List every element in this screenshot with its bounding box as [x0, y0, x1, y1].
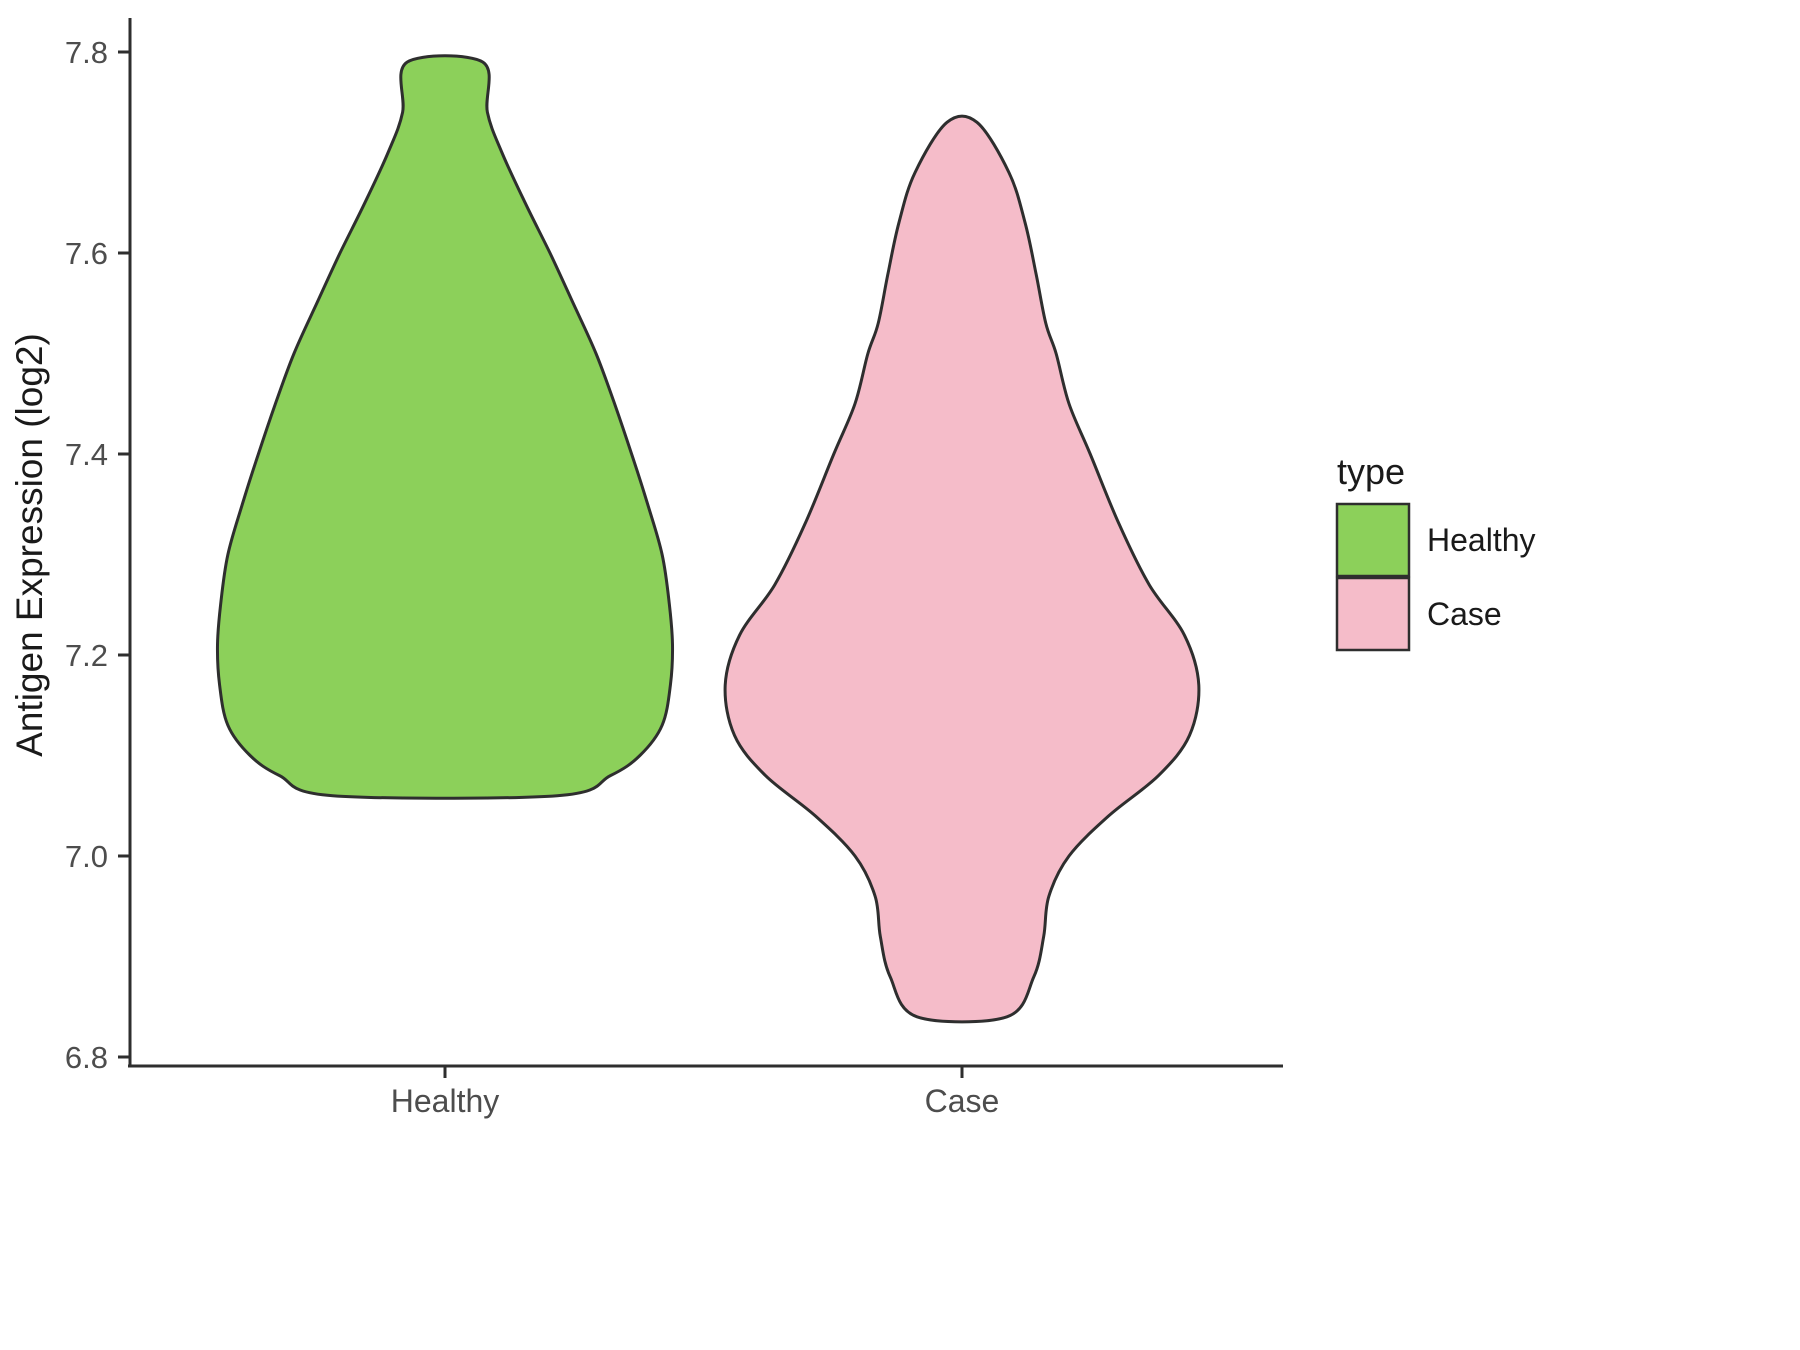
y-tick-label: 7.6	[65, 236, 108, 271]
legend-entries: Healthy Case	[1335, 502, 1536, 652]
y-tick-label: 6.8	[65, 1040, 108, 1075]
y-tick-label: 7.4	[65, 437, 108, 472]
x-tick-label: Healthy	[391, 1083, 500, 1119]
y-axis-title: Antigen Expression (log2)	[9, 333, 50, 757]
legend-key-case	[1335, 576, 1411, 652]
legend-key-healthy	[1335, 502, 1411, 578]
legend-title: type	[1337, 451, 1405, 492]
violin-case	[723, 114, 1201, 1024]
x-tick-label: Case	[925, 1083, 1000, 1119]
violins	[215, 54, 1201, 1024]
legend-label-case: Case	[1427, 596, 1502, 632]
x-axis-ticks: Healthy Case	[391, 1066, 1000, 1119]
violin-healthy	[215, 54, 675, 800]
y-tick-label: 7.8	[65, 35, 108, 70]
legend-label-healthy: Healthy	[1427, 522, 1536, 558]
y-tick-label: 7.0	[65, 839, 108, 874]
legend: type Healthy Case	[1335, 451, 1536, 652]
y-axis-ticks: 6.8 7.0 7.2 7.4 7.6 7.8	[65, 35, 130, 1075]
y-tick-label: 7.2	[65, 638, 108, 673]
